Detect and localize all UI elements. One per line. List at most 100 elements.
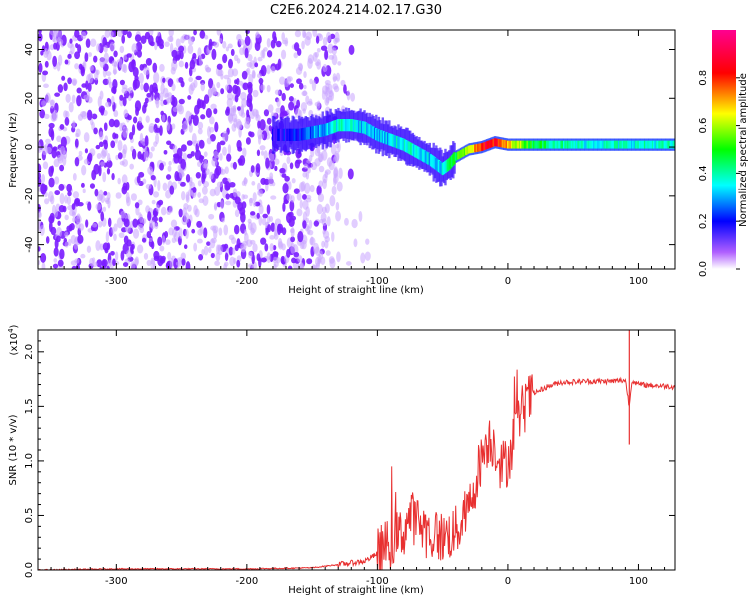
noise-speckle	[197, 128, 203, 135]
noise-speckle	[121, 87, 128, 94]
track-core	[365, 122, 369, 136]
noise-speckle	[40, 100, 47, 107]
noise-speckle	[133, 78, 140, 89]
noise-speckle	[206, 241, 211, 246]
noise-speckle	[151, 82, 158, 93]
track-core	[288, 128, 292, 141]
noise-speckle	[344, 217, 349, 226]
track-core	[305, 127, 309, 140]
track-core	[630, 140, 634, 149]
noise-speckle	[59, 192, 65, 205]
noise-speckle	[236, 106, 241, 111]
noise-speckle	[270, 195, 277, 200]
noise-speckle	[208, 41, 213, 51]
noise-speckle	[64, 59, 69, 65]
noise-speckle	[210, 103, 217, 110]
track-core	[427, 152, 430, 165]
track-core	[416, 146, 420, 159]
track-core	[627, 140, 630, 149]
track-core	[373, 127, 376, 140]
noise-speckle	[208, 213, 215, 220]
track-core	[672, 140, 675, 149]
noise-speckle	[267, 215, 271, 224]
noise-speckle	[106, 167, 111, 175]
noise-speckle	[99, 56, 106, 68]
noise-speckle	[286, 193, 293, 202]
noise-speckle	[65, 110, 70, 119]
track-core	[637, 140, 640, 149]
track-core	[461, 149, 464, 158]
noise-speckle	[171, 83, 176, 92]
track-core	[546, 140, 549, 149]
noise-speckle	[40, 252, 47, 263]
noise-speckle	[85, 219, 89, 228]
noise-speckle	[213, 108, 218, 115]
noise-speckle	[306, 258, 313, 265]
track-core	[384, 131, 387, 144]
track-core	[535, 140, 538, 149]
track-core	[432, 156, 435, 169]
noise-speckle	[275, 107, 282, 113]
track-core	[470, 145, 473, 153]
noise-speckle	[188, 180, 193, 187]
track-core	[347, 119, 350, 132]
track-core	[624, 140, 627, 149]
track-core	[548, 140, 551, 149]
noise-speckle	[83, 94, 90, 101]
noise-speckle	[76, 95, 82, 107]
noise-speckle	[147, 211, 152, 222]
noise-speckle	[305, 31, 312, 41]
noise-speckle	[309, 78, 313, 85]
track-core	[581, 140, 584, 149]
track-core	[653, 140, 656, 149]
noise-speckle	[243, 229, 248, 236]
noise-speckle	[314, 246, 320, 256]
track-core	[574, 140, 577, 149]
noise-speckle	[63, 82, 68, 92]
x-tick-label: 100	[629, 576, 648, 587]
noise-speckle	[64, 194, 68, 204]
noise-speckle	[150, 146, 155, 152]
noise-speckle	[104, 30, 111, 38]
colorbar-tick-label: 0.4	[698, 165, 709, 181]
noise-speckle	[168, 227, 174, 236]
noise-speckle	[179, 50, 184, 60]
track-core	[392, 134, 395, 147]
noise-speckle	[333, 166, 339, 178]
noise-speckle	[138, 116, 143, 124]
noise-speckle	[94, 188, 99, 197]
noise-speckle	[233, 224, 240, 235]
noise-speckle	[173, 258, 179, 269]
noise-speckle	[266, 50, 273, 58]
noise-speckle	[164, 41, 170, 47]
track-core	[629, 140, 632, 149]
noise-speckle	[131, 59, 136, 70]
noise-speckle	[198, 254, 204, 261]
noise-speckle	[346, 89, 351, 101]
track-core	[603, 140, 606, 149]
noise-speckle	[175, 54, 181, 61]
track-core	[326, 122, 329, 136]
noise-speckle	[39, 224, 45, 236]
track-core	[642, 140, 645, 149]
noise-speckle	[169, 257, 174, 269]
track-core	[509, 140, 512, 149]
track-core	[358, 120, 361, 133]
noise-speckle	[192, 186, 197, 193]
noise-speckle	[105, 71, 112, 77]
noise-speckle	[259, 145, 266, 151]
noise-speckle	[206, 137, 212, 145]
noise-speckle	[241, 97, 247, 108]
noise-speckle	[255, 163, 261, 174]
noise-speckle	[225, 193, 230, 200]
noise-speckle	[325, 250, 331, 256]
track-core	[311, 126, 314, 139]
noise-speckle	[88, 72, 94, 84]
figure-title: C2E6.2024.214.02.17.G30	[270, 3, 442, 18]
noise-speckle	[273, 261, 279, 268]
noise-speckle	[244, 121, 251, 129]
noise-speckle	[132, 218, 138, 228]
noise-speckle	[294, 159, 301, 169]
noise-speckle	[70, 260, 78, 266]
